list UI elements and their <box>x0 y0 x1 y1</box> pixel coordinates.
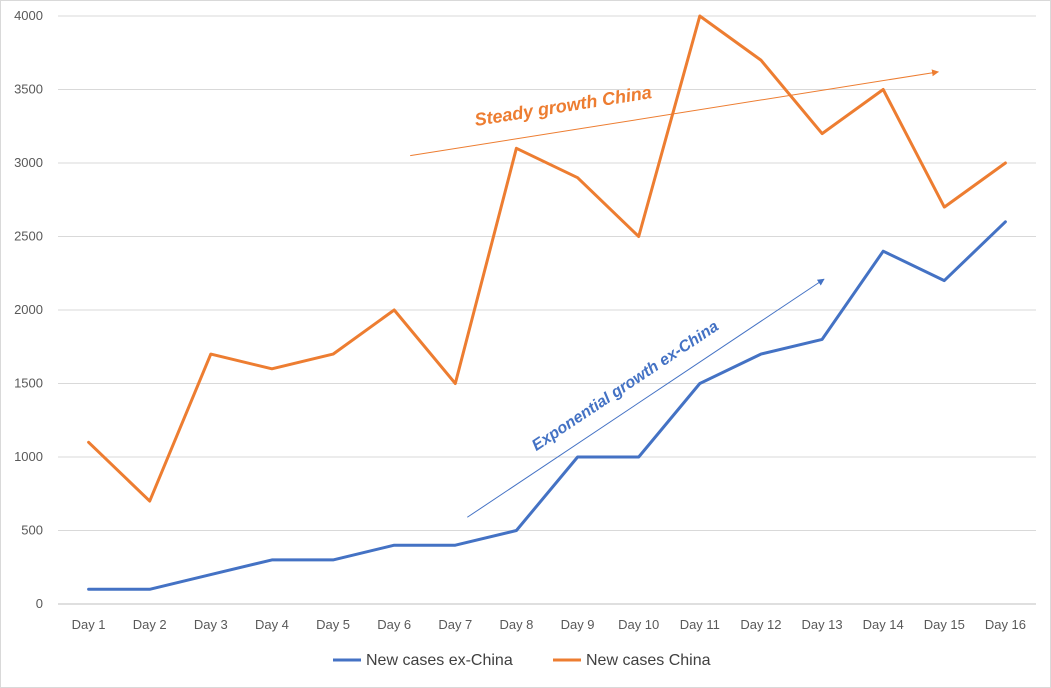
x-tick-label: Day 1 <box>72 617 106 632</box>
y-tick-label: 1000 <box>14 449 43 464</box>
y-tick-label: 0 <box>36 596 43 611</box>
legend-label: New cases China <box>586 652 711 669</box>
x-tick-label: Day 11 <box>680 617 720 632</box>
x-tick-label: Day 15 <box>924 617 965 632</box>
legend-label: New cases ex-China <box>366 652 513 669</box>
x-tick-label: Day 7 <box>438 617 472 632</box>
china-trend-arrow <box>410 69 940 157</box>
gridlines <box>58 15 1036 605</box>
y-tick-label: 1500 <box>14 376 43 391</box>
x-tick-label: Day 2 <box>133 617 167 632</box>
x-tick-label: Day 13 <box>801 617 842 632</box>
x-tick-label: Day 10 <box>618 617 659 632</box>
y-tick-label: 500 <box>21 523 43 538</box>
series-line-china <box>87 14 1007 503</box>
y-tick-label: 2000 <box>14 302 43 317</box>
legend: New cases ex-China New cases China <box>333 652 711 669</box>
y-tick-label: 3500 <box>14 82 43 97</box>
x-tick-label: Day 12 <box>740 617 781 632</box>
ex-china-trend-arrow <box>467 278 825 518</box>
y-tick-label: 2500 <box>14 229 43 244</box>
x-tick-label: Day 14 <box>863 617 904 632</box>
annotation-exponential-growth-ex-china: Exponential growth ex-China <box>529 318 722 455</box>
series-lines <box>87 14 1007 591</box>
x-tick-label: Day 5 <box>316 617 350 632</box>
x-axis-ticks: Day 1 Day 2 Day 3 Day 4 Day 5 Day 6 Day 7 Day 8… <box>72 617 1026 632</box>
x-tick-label: Day 16 <box>985 617 1026 632</box>
x-tick-label: Day 4 <box>255 617 289 632</box>
y-tick-label: 4000 <box>14 8 43 23</box>
x-tick-label: Day 9 <box>561 617 595 632</box>
x-tick-label: Day 8 <box>499 617 533 632</box>
x-tick-label: Day 3 <box>194 617 228 632</box>
x-tick-label: Day 6 <box>377 617 411 632</box>
y-tick-label: 3000 <box>14 155 43 170</box>
y-axis-ticks: 0 500 1000 1500 2000 2500 3000 3500 4000 <box>14 8 43 611</box>
series-line-ex-china <box>87 220 1007 591</box>
